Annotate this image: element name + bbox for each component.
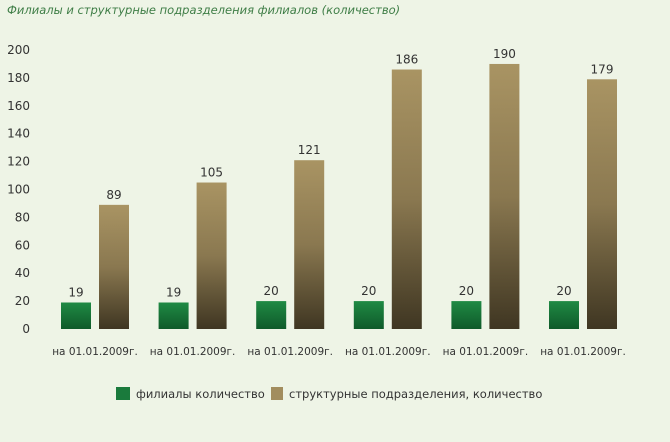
- y-tick-label: 200: [7, 43, 30, 57]
- bar-series-1-cat-2: [294, 160, 325, 329]
- x-axis: на 01.01.2009г. на 01.01.2009г. на 01.01.2…: [52, 346, 626, 358]
- legend-swatch: [271, 387, 283, 400]
- bar-series-0-cat-2: [256, 301, 287, 329]
- value-label: 20: [361, 284, 376, 298]
- bar-series-1-cat-1: [196, 182, 227, 329]
- x-tick-label: на 01.01.2009г.: [540, 346, 626, 358]
- value-label: 20: [556, 284, 571, 298]
- x-tick-label: на 01.01.2009г.: [150, 346, 236, 358]
- value-label: 19: [68, 285, 83, 299]
- value-label: 89: [106, 188, 121, 202]
- x-tick-label: на 01.01.2009г.: [247, 346, 333, 358]
- legend-label: структурные подразделения, количество: [289, 387, 542, 401]
- y-tick-label: 80: [15, 210, 30, 224]
- legend-swatch: [116, 387, 130, 400]
- value-label: 179: [591, 62, 614, 76]
- legend-label: филиалы количество: [136, 387, 265, 401]
- y-tick-label: 40: [15, 266, 30, 280]
- value-label: 19: [166, 285, 181, 299]
- y-tick-label: 160: [7, 99, 30, 113]
- y-tick-label: 20: [15, 294, 30, 308]
- bar-series-1-cat-4: [489, 63, 520, 329]
- legend: филиалы количество структурные подразделе…: [116, 387, 542, 401]
- value-label: 20: [264, 284, 279, 298]
- y-tick-label: 60: [15, 238, 30, 252]
- y-tick-label: 180: [7, 71, 30, 85]
- value-label: 121: [298, 143, 321, 157]
- value-label: 20: [459, 284, 474, 298]
- bar-series-0-cat-3: [353, 301, 384, 329]
- x-tick-label: на 01.01.2009г.: [52, 346, 138, 358]
- value-label: 105: [200, 166, 223, 180]
- bar-series-0-cat-0: [61, 302, 91, 329]
- value-labels: 19 89 19 105 20 121 20 186 20 190 20 179: [68, 47, 613, 300]
- value-label: 186: [395, 53, 418, 67]
- bar-series-1-cat-5: [587, 79, 617, 329]
- bar-series-1-cat-0: [99, 204, 129, 329]
- bar-series-0-cat-4: [451, 301, 482, 329]
- y-tick-label: 0: [22, 322, 30, 336]
- bar-series-1-cat-3: [391, 69, 422, 329]
- y-axis: 0 20 40 60 80 100 120 140 160 180 200: [7, 43, 30, 336]
- bar-series-0-cat-5: [549, 301, 579, 329]
- value-label: 190: [493, 47, 516, 61]
- bars: [61, 63, 617, 329]
- x-tick-label: на 01.01.2009г.: [443, 346, 529, 358]
- x-tick-label: на 01.01.2009г.: [345, 346, 431, 358]
- y-tick-label: 100: [7, 183, 30, 197]
- y-tick-label: 120: [7, 155, 30, 169]
- y-tick-label: 140: [7, 127, 30, 141]
- chart-title: Филиалы и структурные подразделения фили…: [7, 3, 401, 17]
- bar-series-0-cat-1: [158, 302, 189, 329]
